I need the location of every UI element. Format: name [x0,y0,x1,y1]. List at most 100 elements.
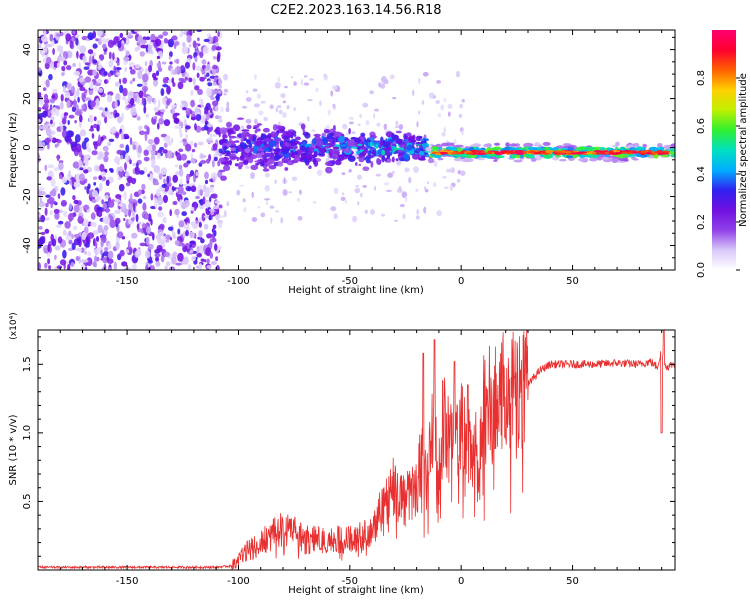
spectrogram-cell [256,123,262,126]
spectrogram-cell [460,170,466,176]
spectrogram-cell [151,159,156,167]
spectrogram-cell [495,152,503,156]
spectrogram-cell [212,133,217,137]
spectrogram-cell [142,202,147,211]
spectrogram-cell [60,125,64,133]
spectrogram-cell [153,97,157,105]
spectrogram-cell [374,108,379,112]
spectrogram-cell [136,116,141,121]
spectrogram-cell [116,149,123,155]
spectrogram-cell [100,38,107,44]
spectrogram-cell [441,132,446,137]
spectrogram-cell [172,232,176,239]
spectrogram-cell [340,196,346,201]
spectrogram-cell [274,179,277,184]
spectrogram-cell [104,194,109,200]
spectrogram-cell [115,132,119,139]
spectrogram-cell [198,221,202,228]
spectrogram-cell [312,158,317,165]
spectrogram-cell [264,172,270,178]
spectrogram-cell [359,113,362,119]
spectrogram-cell [278,109,283,115]
spectrogram-cell [108,51,112,60]
spectrogram-cell [268,165,277,170]
spectrogram-cell [74,120,77,124]
spectrogram-cell [492,150,500,153]
spectrogram-cell [146,95,153,102]
spectrogram-cell [160,167,167,176]
spectrogram-cell [362,184,367,188]
spectrogram-cell [405,132,412,137]
spectrogram-cell [94,85,98,92]
spectrogram-cell [280,217,284,224]
spectrogram-cell [288,156,292,161]
spectrogram-cell [217,30,220,38]
spectrogram-cell [95,236,100,242]
spectrogram-cell [373,112,376,119]
spectrogram-cell [54,167,59,172]
spectrogram-cell [124,153,129,162]
spectrogram-cell [246,124,252,130]
spectrogram-cell [165,239,170,243]
spectrogram-cell [103,225,109,231]
spectrogram-cell [195,65,202,71]
spectrogram-cell [45,79,50,88]
spectrogram-cell [135,213,139,223]
spectrogram-cell [217,170,223,178]
spectrogram-cell [360,192,363,198]
spectrogram-cell [300,123,306,130]
spectrogram-cell [172,174,178,183]
spectrogram-cell [591,151,597,155]
spectrogram-cell [115,217,121,225]
spectrogram-cell [104,79,107,84]
spectrogram-cell [144,61,148,66]
spectrogram-cell [213,156,218,162]
spectrogram-cell [158,67,163,72]
spectrogram-cell [394,219,398,222]
spectrogram-cell [258,110,264,116]
spectrogram-cell [197,141,204,146]
spectrogram-cell [177,252,184,262]
spectrogram-cell [142,195,147,200]
spectrogram-cell [200,154,207,158]
spectrogram-cell [365,120,370,126]
spectrogram-cell [362,166,370,171]
spectrogram-cell [139,130,145,136]
spectrogram-cell [40,214,46,223]
spectrogram-cell [157,211,164,218]
spectrogram-cell [347,155,356,162]
spectrogram-cell [443,97,447,103]
spectrogram-cell [139,242,147,247]
spectrogram-cell [323,145,331,149]
spectrogram-cell [330,90,334,97]
spectrogram-cell [136,223,140,230]
spectrogram-cell [354,187,361,194]
spectrogram-cell [302,131,310,136]
spectrogram-cell [54,254,57,260]
spectrogram-cell [238,165,242,170]
spectrogram-cell [653,154,659,159]
spectrogram-cell [98,107,104,111]
spectrogram-cell [405,140,410,143]
y-tick-label: 0 [22,144,33,150]
spectrogram-cell [632,151,640,154]
spectrogram-cell [119,143,125,149]
spectrogram-cell [38,125,43,130]
spectrogram-cell [92,69,97,77]
spectrogram-cell [50,178,56,187]
spectrogram-cell [461,130,464,136]
spectrogram-cell [415,215,420,220]
spectrogram-cell [159,231,165,237]
spectrogram-cell [79,129,87,137]
spectrogram-cell [252,88,258,92]
spectrogram-cell [101,199,104,205]
spectrogram-cell [184,61,190,69]
spectrogram-cell [214,243,218,251]
spectrogram-cell [64,91,71,99]
spectrogram-cell [170,191,174,196]
spectrogram-cell [93,116,97,122]
spectrogram-cell [123,191,127,201]
spectrogram-cell [169,51,173,58]
spectrogram-cell [106,216,110,225]
spectrogram-cell [494,142,500,146]
